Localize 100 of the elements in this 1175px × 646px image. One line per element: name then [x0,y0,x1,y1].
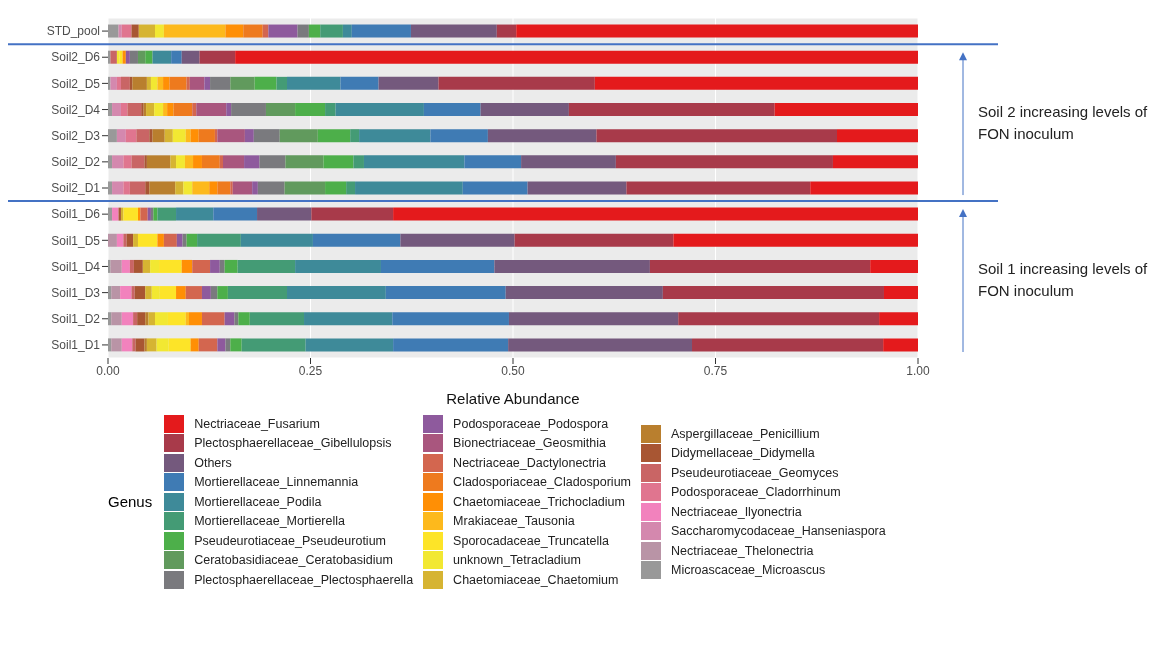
bar [135,338,145,352]
bar [116,233,124,247]
bar [480,103,569,116]
bar [196,103,227,116]
bar [335,103,424,116]
bar [176,233,183,247]
bar [110,76,117,90]
legend-label: Bionectriaceae_Geosmithia [453,436,606,451]
bar [108,312,112,326]
bar [883,338,918,352]
bar [120,76,130,90]
x-tick-label: 0.50 [501,363,525,378]
bar [154,24,164,38]
bar [157,207,177,221]
bar [217,338,226,352]
bar [108,129,117,143]
bar [184,155,194,169]
bar [508,312,679,326]
bar [121,259,130,273]
legend-label: Nectriaceae_Thelonectria [671,543,814,558]
bar [192,181,210,195]
bar [116,129,126,143]
x-axis-title: Relative Abundance [446,390,580,407]
bar [198,129,215,143]
y-tick-label: Soil2_D3 [51,128,101,143]
bar [138,24,155,38]
bar [308,24,321,38]
bar [285,155,324,169]
bar [257,207,312,221]
legend-label: Ceratobasidiaceae_Ceratobasidium [194,553,393,568]
bar [514,233,674,247]
bar [325,181,347,195]
y-tick-label: Soil2_D5 [51,76,101,91]
bar [596,129,837,143]
bar [320,24,343,38]
bar [487,129,597,143]
bar [134,286,146,300]
bar [305,338,394,352]
bar [149,181,176,195]
bar [145,50,153,64]
bar [234,312,239,326]
bar [430,129,488,143]
bar [217,181,231,195]
x-tick-label: 0.75 [703,363,728,378]
bar [496,24,517,38]
bar [224,312,235,326]
bar [182,233,187,247]
legend-label: Microascaceae_Microascus [671,563,826,577]
bar [209,181,218,195]
bar [257,181,285,195]
bar [183,181,193,195]
bar [870,259,918,273]
bar [171,50,182,64]
bar [167,103,174,116]
legend-label: unknown_Tetracladium [453,553,581,568]
bar [201,286,211,300]
bar [462,181,528,195]
bar [176,286,186,300]
bar [157,233,164,247]
bar [516,24,918,38]
bar [126,233,134,247]
legend-label: Chaetomiaceae_Chaetomium [453,572,619,587]
bar [224,259,238,273]
bar [568,103,775,116]
bar [204,76,211,90]
bar [112,207,119,221]
bar [131,24,139,38]
legend-label: Plectosphaerellaceae_Plectosphaerella [194,572,414,587]
bar [163,103,168,116]
bar [108,103,113,116]
bar [148,312,155,326]
bar [140,207,148,221]
bar [112,181,124,195]
bar [325,103,336,116]
bar [153,207,158,221]
legend-label: Aspergillaceae_Penicillium [671,426,820,441]
bar [662,286,884,300]
bar [359,129,431,143]
bar [295,103,326,116]
bar [240,233,313,247]
bar [287,76,341,90]
y-tick-label: Soil1_D6 [51,207,101,222]
bar [340,76,379,90]
bar [154,103,164,116]
bar [259,155,286,169]
bar [810,181,918,195]
bar [111,312,122,326]
bar [133,312,138,326]
bar [673,233,918,247]
x-tick-label: 1.00 [906,363,930,378]
bar [133,259,143,273]
bar [238,312,250,326]
bar [186,233,198,247]
bar [252,181,258,195]
bar [230,181,233,195]
bar [201,312,225,326]
bar [146,155,171,169]
bar [108,286,112,300]
bar [150,76,158,90]
bar [226,103,232,116]
